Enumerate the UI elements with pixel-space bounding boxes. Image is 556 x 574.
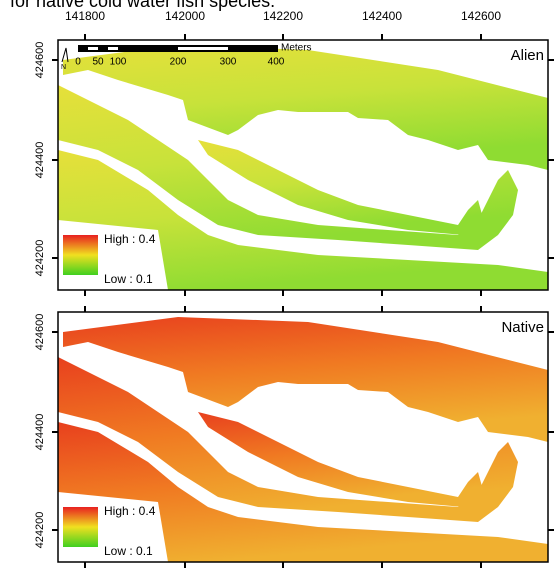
legend-low: Low : 0.1 [104, 272, 153, 286]
scale-label: 200 [170, 57, 187, 68]
map-panel: 424600 424400 424200 Native High : 0.4 Low : … [34, 306, 554, 568]
land-area [58, 357, 518, 522]
scale-label: 100 [110, 57, 127, 68]
y-tick-label: 424200 [34, 240, 46, 277]
scale-label: 50 [92, 57, 104, 68]
caption: for native cold water fish species. [10, 0, 275, 11]
land-area [58, 85, 518, 250]
panel-label-bg [490, 316, 546, 338]
north-label: N [61, 64, 66, 71]
map-panel: 424600 424400 424200 Alien High : 0.4 Low : 0… [34, 34, 554, 296]
north-arrow [61, 47, 69, 63]
x-tick-label: 142400 [362, 9, 402, 23]
legend-low: Low : 0.1 [104, 544, 153, 558]
x-tick-label: 142000 [165, 9, 205, 23]
scale-label: 300 [220, 57, 237, 68]
scale-label: 400 [268, 57, 285, 68]
y-tick-label: 424200 [34, 512, 46, 549]
land-area [198, 412, 483, 507]
x-tick-label: 142200 [263, 9, 303, 23]
scale-bar-gap [88, 47, 98, 50]
panel-frame [57, 39, 549, 291]
panel-frame [57, 311, 549, 563]
panel-label: Alien [511, 47, 544, 64]
y-tick-label: 424400 [34, 142, 46, 179]
x-tick-label: 141800 [65, 9, 105, 23]
legend-high: High : 0.4 [104, 232, 156, 246]
land-area [63, 45, 548, 170]
land-area [63, 317, 548, 442]
y-tick-label: 424600 [34, 42, 46, 79]
panel-label-bg [490, 44, 546, 66]
scale-bar-gap [108, 47, 118, 50]
scale-unit: Meters [281, 43, 312, 54]
legend-swatch [63, 507, 98, 547]
scale-label: 0 [75, 57, 81, 68]
x-tick-label: 142600 [461, 9, 501, 23]
land-area [198, 140, 483, 235]
panel-label: Native [501, 319, 544, 336]
y-tick-label: 424600 [34, 314, 46, 351]
land-area [58, 422, 548, 562]
y-tick-label: 424400 [34, 414, 46, 451]
legend-high: High : 0.4 [104, 504, 156, 518]
scale-bar-gap [178, 47, 228, 50]
legend-swatch [63, 235, 98, 275]
land-area [58, 150, 548, 290]
